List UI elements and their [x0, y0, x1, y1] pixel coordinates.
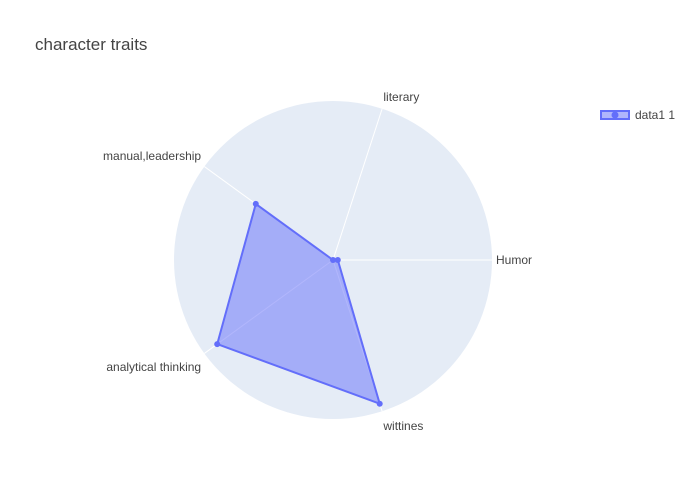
axis-label-3: analytical thinking: [106, 360, 201, 374]
axis-label-0: Humor: [496, 253, 532, 267]
axis-label-4: wittines: [382, 419, 423, 433]
legend-label: data1 1: [635, 108, 675, 122]
data-point-3[interactable]: [214, 341, 221, 348]
data-point-1[interactable]: [330, 257, 336, 263]
data-point-0[interactable]: [334, 257, 341, 263]
axis-label-1: literary: [383, 90, 419, 104]
spoke-1: [332, 108, 383, 261]
data-point-4[interactable]: [376, 400, 383, 407]
legend[interactable]: data1 1: [600, 108, 675, 122]
data-point-2[interactable]: [252, 200, 259, 207]
chart-title: character traits: [35, 35, 147, 54]
axis-label-2: manual,leadership: [103, 149, 201, 163]
legend-marker: [611, 111, 619, 119]
